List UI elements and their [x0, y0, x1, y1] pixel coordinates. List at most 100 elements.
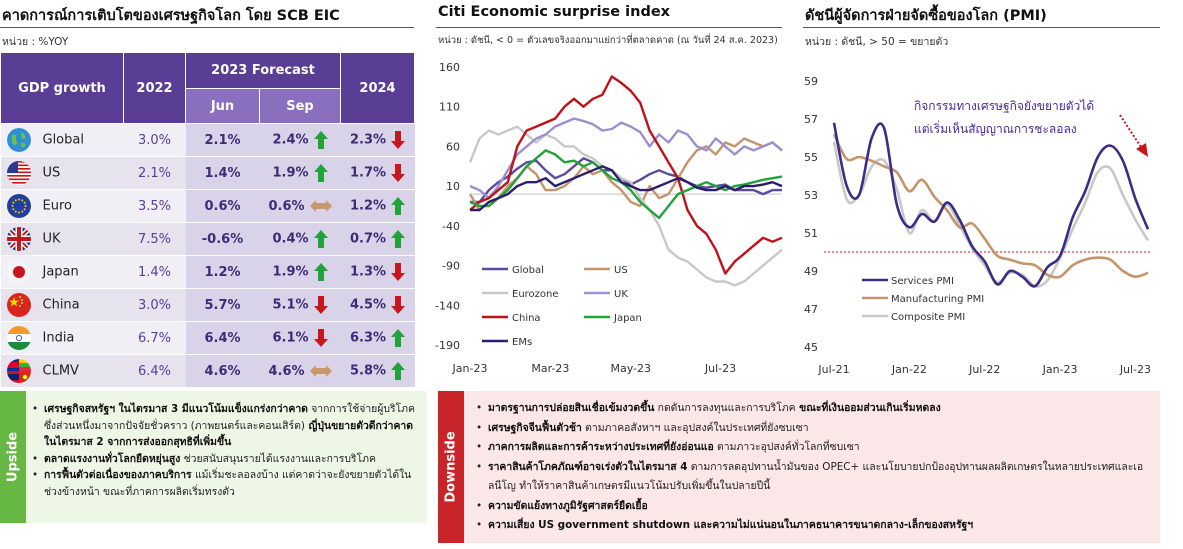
value-jun: 4.6%	[185, 354, 260, 388]
value-sep-cell: 0.6%	[259, 189, 341, 223]
value-2024-cell: 0.7%	[340, 222, 415, 256]
table-row: Euro 3.5% 0.6% 0.6% 1.2%	[0, 189, 415, 223]
pmi-title-rule	[803, 27, 1160, 28]
country-cell: China	[0, 288, 124, 322]
value-jun: 2.1%	[185, 123, 260, 157]
y-tick-label: 60	[446, 140, 460, 153]
item-bold-2: ญี่ปุ่นขยายตัวดีกว่าคาดในไตรมาส 2 จากการ…	[44, 419, 414, 449]
japan-flag-icon	[6, 260, 31, 284]
y-tick-label: 10	[446, 180, 460, 193]
value-2024: 4.5%	[349, 297, 387, 313]
value-2024-cell: 4.5%	[340, 288, 415, 322]
series-line-uk	[469, 117, 783, 200]
list-item: การฟื้นตัวต่อเนื่องของภาคบริการ แม้เริ่ม…	[30, 467, 419, 500]
value-sep: 6.1%	[272, 330, 309, 346]
upside-label: Upside	[5, 431, 21, 483]
y-tick-label: 49	[804, 265, 818, 278]
legend-label: Manufacturing PMI	[891, 294, 984, 305]
india-flag-icon	[6, 326, 31, 350]
clmv-flags-icon	[6, 359, 31, 383]
col-header-gdp-growth: GDP growth	[0, 52, 124, 124]
x-tick-label: Jul-23	[1119, 363, 1151, 376]
value-sep-cell: 0.4%	[259, 222, 341, 256]
value-2024: 1.7%	[349, 165, 387, 181]
table-row: US 2.1% 1.4% 1.9% 1.7%	[0, 156, 415, 190]
y-tick-label: 160	[439, 61, 460, 74]
y2024-up-arrow-icon	[391, 362, 406, 380]
value-jun: 6.4%	[185, 321, 260, 355]
table-row: Global 3.0% 2.1% 2.4% 2.3%	[0, 123, 415, 157]
value-2024-cell: 1.2%	[340, 189, 415, 223]
x-tick-label: Jan-23	[452, 362, 488, 375]
item-text: ช่วยสนับสนุนรายได้แรงงานและการบริโภค	[180, 452, 376, 465]
upside-box: Upside เศรษฐกิจสหรัฐฯ ในไตรมาส 3 มีแนวโน…	[0, 391, 427, 523]
value-sep-cell: 1.9%	[259, 156, 341, 190]
value-sep-cell: 5.1%	[259, 288, 341, 322]
legend-label: US	[614, 265, 628, 276]
y-tick-label: 55	[804, 151, 818, 164]
us-flag-icon	[6, 161, 31, 185]
series-line-manufacturing-pmi	[832, 133, 1149, 279]
value-2024: 2.3%	[349, 132, 387, 148]
legend-label: Eurozone	[512, 289, 559, 300]
y2024-up-arrow-icon	[391, 329, 406, 347]
legend-label: EMs	[512, 337, 532, 348]
legend-label: UK	[614, 289, 628, 300]
y-tick-label: 53	[804, 189, 818, 202]
pmi-annotation-line-1: กิจกรรมทางเศรษฐกิจยังขยายตัวได้	[914, 99, 1094, 113]
col-header-jun: Jun	[185, 88, 260, 124]
uk-flag-icon	[6, 227, 31, 251]
global-pmi-chart: 45 47 49 51 53 55 57 59 Jul-21 Jan-22 Jul-22 Jan-23…	[804, 75, 1152, 376]
sep-down-arrow-icon	[313, 296, 328, 314]
list-item: มาตรฐานการปล่อยสินเชื่อเข้มงวดขึ้น กดดัน…	[474, 399, 1152, 419]
y-tick-label: -190	[435, 339, 460, 352]
value-jun: 5.7%	[185, 288, 260, 322]
table-row: CLMV 6.4% 4.6% 4.6% 5.8%	[0, 354, 415, 388]
x-tick-label: Jul-23	[704, 362, 736, 375]
value-2024-cell: 6.3%	[340, 321, 415, 355]
value-jun: -0.6%	[185, 222, 260, 256]
y-tick-label: -90	[442, 260, 460, 273]
value-2022: 2.1%	[123, 156, 186, 190]
pmi-unit-label: หน่วย : ดัชนี, > 50 = ขยายตัว	[805, 36, 949, 48]
country-name: India	[42, 330, 75, 346]
series-line-services-pmi	[832, 122, 1150, 288]
sep-flat-arrow-icon	[309, 200, 332, 212]
country-cell: India	[0, 321, 124, 355]
y-tick-label: -40	[442, 220, 460, 233]
value-jun: 1.2%	[185, 255, 260, 289]
item-bold: การฟื้นตัวต่อเนื่องของภาคบริการ	[44, 469, 192, 482]
value-sep: 5.1%	[272, 297, 309, 313]
item-bold: ภาคการผลิตและการค้าระหว่างประเทศที่ยังอ่…	[488, 441, 714, 453]
value-2024-cell: 1.3%	[340, 255, 415, 289]
table-row: Japan 1.4% 1.2% 1.9% 1.3%	[0, 255, 415, 289]
item-bold: ความขัดแย้งทางภูมิรัฐศาสตร์ยืดเยื้อ	[488, 499, 648, 512]
value-2024-cell: 2.3%	[340, 123, 415, 157]
item-bold: เศรษฐกิจสหรัฐฯ ในไตรมาส 3 มีแนวโน้มแข็งแ…	[44, 403, 308, 415]
y-tick-label: 57	[804, 113, 818, 126]
value-sep-cell: 2.4%	[259, 123, 341, 157]
item-text: ตามภาวะอุปสงค์ทั่วโลกที่ซบเซา	[713, 441, 860, 453]
value-sep-cell: 6.1%	[259, 321, 341, 355]
item-bold: ความเสี่ยง US government shutdown และควา…	[488, 519, 974, 531]
value-sep: 2.4%	[272, 132, 309, 148]
y2024-up-arrow-icon	[391, 230, 406, 248]
gdp-panel-title: คาดการณ์การเติบโตของเศรษฐกิจโลก โดย SCB …	[2, 8, 340, 24]
country-cell: CLMV	[0, 354, 124, 388]
y2024-down-arrow-icon	[391, 296, 406, 314]
y2024-down-arrow-icon	[391, 164, 406, 182]
y2024-up-arrow-icon	[391, 197, 406, 215]
value-2024: 1.3%	[349, 264, 387, 280]
legend-label: Services PMI	[891, 276, 954, 287]
sep-flat-arrow-icon	[309, 365, 332, 377]
downside-box: Downside มาตรฐานการปล่อยสินเชื่อเข้มงวดข…	[438, 391, 1160, 543]
col-header-2022: 2022	[123, 52, 186, 124]
country-cell: Global	[0, 123, 124, 157]
y-tick-label: 59	[804, 75, 818, 88]
item-text: กดดันการลงทุนและการบริโภค	[654, 402, 796, 414]
y-tick-label: -140	[435, 299, 460, 312]
list-item: ภาคการผลิตและการค้าระหว่างประเทศที่ยังอ่…	[474, 438, 1152, 458]
item-bold: ตลาดแรงงานทั่วโลกยืดหยุ่นสูง	[44, 452, 181, 465]
gdp-growth-table: GDP growth 2022 2023 Forecast 2024 Jun S…	[0, 52, 415, 388]
value-2022: 6.7%	[123, 321, 186, 355]
